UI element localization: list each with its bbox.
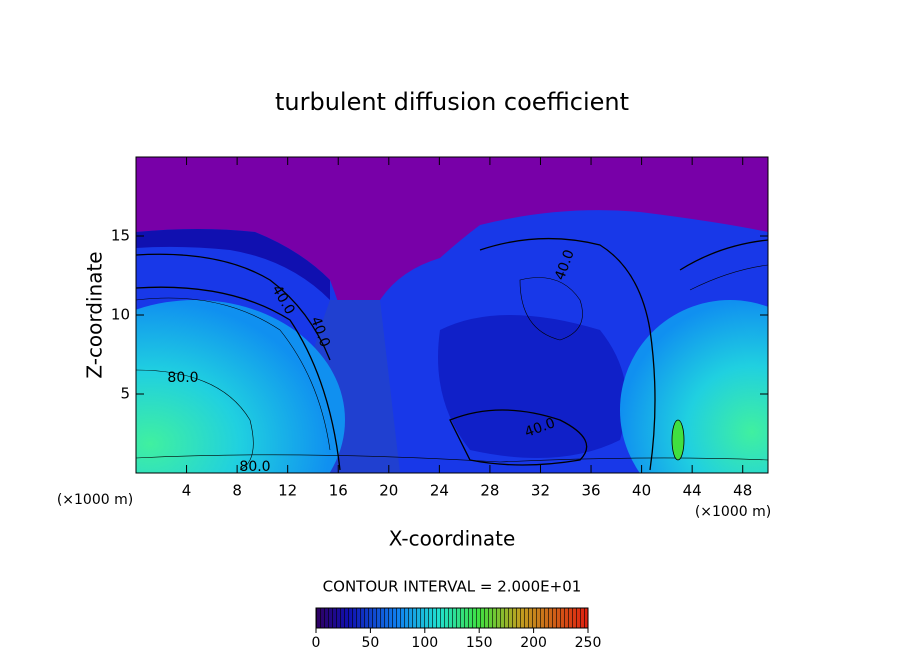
contour-label: 80.0	[239, 459, 270, 475]
colorbar-tick-label: 250	[575, 635, 602, 651]
x-tick-label: 44	[683, 482, 702, 500]
colorbar-tick-label: 0	[312, 635, 321, 651]
y-tick-label: 5	[120, 385, 130, 403]
y-axis-label: Z-coordinate	[83, 251, 107, 378]
x-tick-label: 40	[632, 482, 651, 500]
colorbar-tick-label: 150	[466, 635, 493, 651]
x-tick-label: 32	[531, 482, 550, 500]
x-tick-label: 20	[379, 482, 398, 500]
contour-interval: CONTOUR INTERVAL = 2.000E+01	[323, 578, 582, 596]
colorbar-tick-label: 100	[411, 635, 438, 651]
x-tick-label: 4	[182, 482, 192, 500]
x-tick-label: 8	[232, 482, 242, 500]
x-tick-label: 16	[329, 482, 348, 500]
x-unit-label: (×1000 m)	[695, 504, 771, 520]
y-tick-label: 15	[111, 227, 130, 245]
colorbar-tick-label: 200	[520, 635, 547, 651]
x-unit-label: (×1000 m)	[57, 492, 133, 508]
contour-label: 80.0	[167, 370, 198, 386]
x-tick-label: 48	[733, 482, 752, 500]
colorbar-stripes	[315, 607, 589, 629]
x-tick-label: 28	[480, 482, 499, 500]
x-tick-label: 12	[278, 482, 297, 500]
colorbar-tick-label: 50	[361, 635, 379, 651]
contour-field	[136, 157, 768, 473]
chart-title: turbulent diffusion coefficient	[275, 88, 629, 116]
x-axis-label: X-coordinate	[389, 527, 516, 551]
x-tick-label: 24	[430, 482, 449, 500]
y-tick-label: 10	[111, 306, 130, 324]
x-tick-label: 36	[581, 482, 600, 500]
